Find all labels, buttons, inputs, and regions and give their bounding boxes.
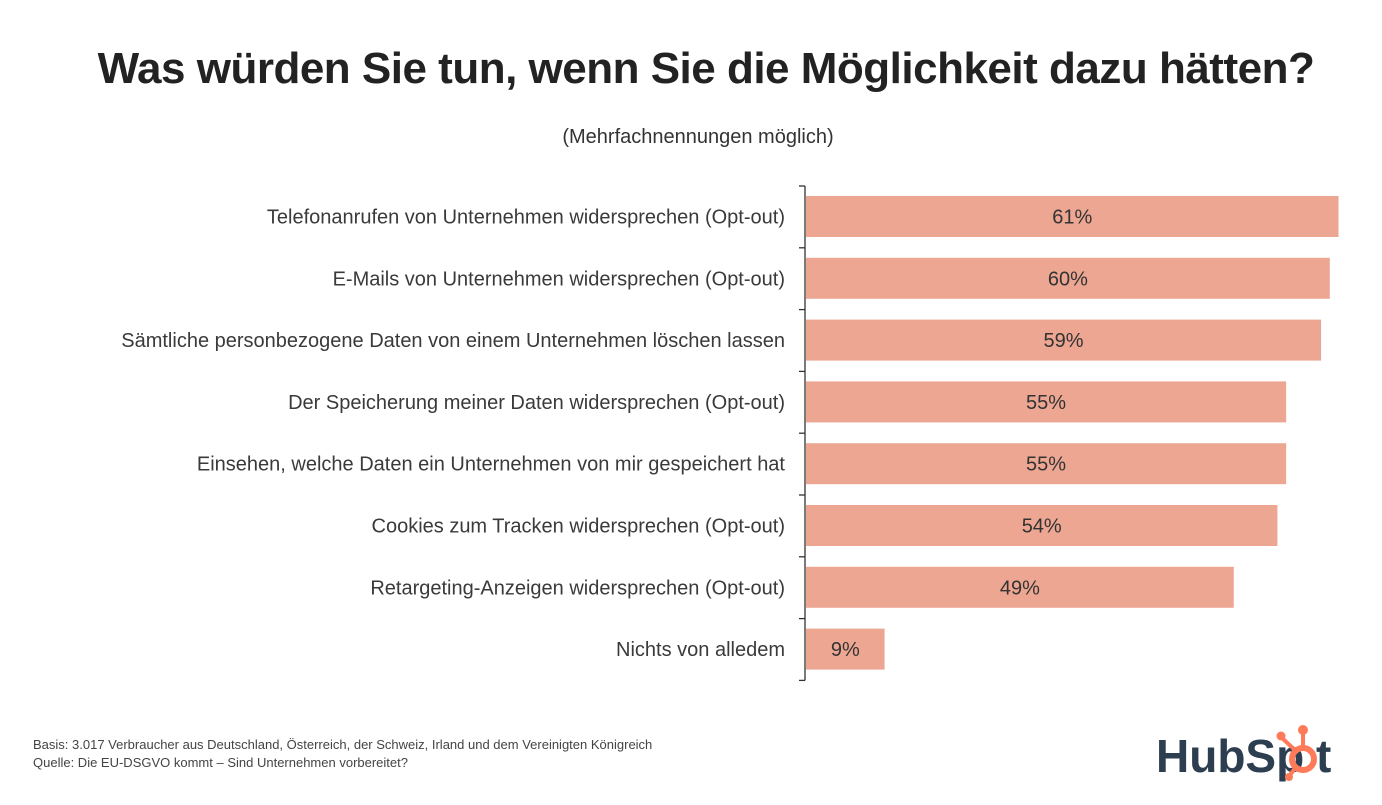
value-label: 54% xyxy=(1022,516,1062,538)
value-label: 9% xyxy=(831,639,860,661)
category-label: Cookies zum Tracken widersprechen (Opt-o… xyxy=(372,516,786,538)
footnote-source: Quelle: Die EU-DSGVO kommt – Sind Untern… xyxy=(33,755,408,770)
ticks-layer xyxy=(799,185,805,682)
hubspot-logo: HubSp t xyxy=(1156,725,1331,782)
bar xyxy=(806,381,1287,423)
bar xyxy=(806,566,1234,608)
bar xyxy=(806,505,1278,546)
chart-title: Was würden Sie tun, wenn Sie die Möglich… xyxy=(97,44,1315,93)
category-label: Telefonanrufen von Unternehmen widerspre… xyxy=(267,207,785,229)
category-label: E-Mails von Unternehmen widersprechen (O… xyxy=(333,268,785,290)
bar xyxy=(806,257,1330,299)
bar xyxy=(806,196,1339,237)
category-label: Der Speicherung meiner Daten widersprech… xyxy=(288,392,785,414)
value-label: 55% xyxy=(1026,454,1066,476)
bar xyxy=(806,443,1287,485)
value-label: 55% xyxy=(1026,392,1066,414)
category-label: Nichts von alledem xyxy=(616,639,785,661)
value-label: 49% xyxy=(1000,577,1040,599)
footnote-basis: Basis: 3.017 Verbraucher aus Deutschland… xyxy=(33,737,653,752)
bar xyxy=(806,628,885,670)
category-label: Retargeting-Anzeigen widersprechen (Opt-… xyxy=(370,577,785,599)
bars-layer: 61% Telefonanrufen von Unternehmen widers… xyxy=(121,196,1339,670)
bar xyxy=(806,319,1322,361)
value-label: 59% xyxy=(1044,330,1084,352)
value-label: 60% xyxy=(1048,268,1088,290)
logo-text-end: t xyxy=(1316,730,1331,782)
value-label: 61% xyxy=(1052,207,1092,229)
category-label: Sämtliche personbezogene Daten von einem… xyxy=(121,330,785,352)
chart-subtitle: (Mehrfachnennungen möglich) xyxy=(562,126,834,148)
sprocket-icon xyxy=(1276,725,1317,781)
category-label: Einsehen, welche Daten ein Unternehmen v… xyxy=(197,454,786,476)
